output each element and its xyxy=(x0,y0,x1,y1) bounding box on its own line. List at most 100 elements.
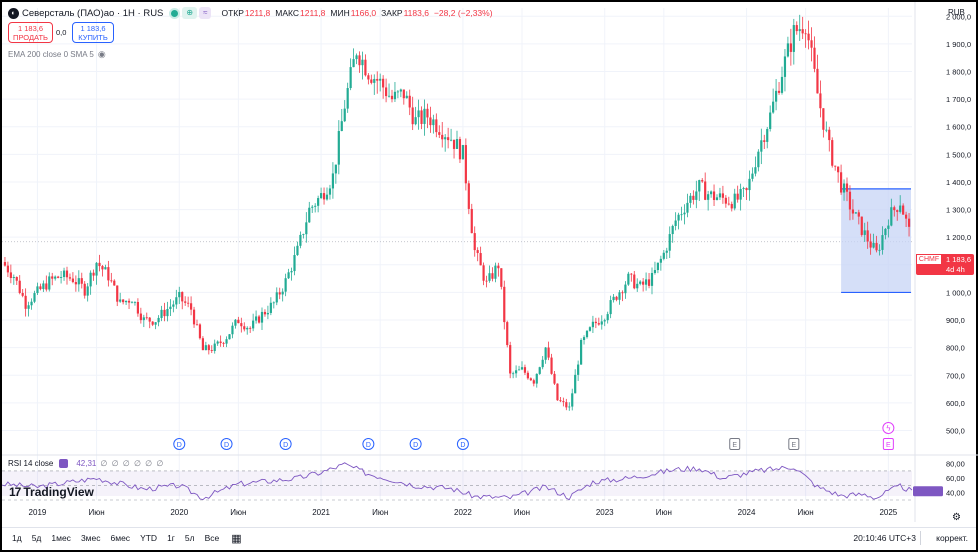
dividend-marker[interactable]: D xyxy=(173,438,186,450)
tf-6m[interactable]: 6мес xyxy=(110,533,131,543)
eye-icon[interactable]: ◉ xyxy=(97,49,106,59)
candle-body xyxy=(848,191,852,210)
candle-body xyxy=(367,75,370,80)
candle-body xyxy=(822,108,825,130)
candle-body xyxy=(500,268,503,287)
candle-body xyxy=(520,367,524,370)
candle-body xyxy=(231,325,234,335)
time-tick-label: Июн xyxy=(372,508,388,517)
candle-body xyxy=(92,272,95,276)
price-tick-label: 1 000,0 xyxy=(946,288,971,297)
tf-1m[interactable]: 1мес xyxy=(51,533,71,543)
candle-body xyxy=(680,214,683,216)
buy-label: КУПИТЬ xyxy=(78,33,108,42)
dividend-marker[interactable]: D xyxy=(456,438,469,450)
candle-body xyxy=(715,197,719,200)
indicator-legend[interactable]: EMA 200 close 0 SMA 5 ◉ xyxy=(8,49,106,60)
lightning-icon xyxy=(882,422,895,434)
clock[interactable]: 20:10:46 UTC+3 xyxy=(853,533,916,543)
rsi-legend[interactable]: RSI 14 close 42,31 ∅ ∅ ∅ ∅ ∅ ∅ xyxy=(8,459,164,468)
tf-3m[interactable]: 3мес xyxy=(80,533,101,543)
dividend-icon xyxy=(279,438,292,450)
candle-body xyxy=(828,129,831,141)
candle-body xyxy=(884,228,887,236)
candle-body xyxy=(606,314,609,321)
earnings-marker[interactable]: E xyxy=(729,438,741,450)
candle-body xyxy=(600,321,603,325)
candle-body xyxy=(296,245,299,256)
dividend-icon xyxy=(456,438,469,450)
candle-body xyxy=(485,280,488,282)
candle-body xyxy=(497,265,500,269)
candle-body xyxy=(314,205,317,207)
candle-body xyxy=(376,78,379,81)
dividend-marker[interactable]: D xyxy=(220,438,233,450)
symbol-title[interactable]: Северсталь (ПАО)ао · 1Н · RUS xyxy=(22,7,164,19)
candle-body xyxy=(707,194,710,200)
price-axis[interactable]: 2 000,0 1 900,0 1 800,0 1 700,0 1 600,0 1 500… xyxy=(914,2,971,522)
event-markers[interactable]: D D D D D D E E Eϟ xyxy=(173,422,895,450)
candle-body xyxy=(328,188,332,195)
buy-button[interactable]: 1 183,6 КУПИТЬ xyxy=(72,22,114,43)
candle-body xyxy=(299,234,302,246)
price-tick-label: 1 700,0 xyxy=(946,95,971,104)
price-tick-label: 1 300,0 xyxy=(946,206,971,215)
earnings-marker[interactable]: E xyxy=(788,438,800,450)
market-open-icon xyxy=(171,9,179,17)
candle-body xyxy=(358,55,361,66)
currency-label[interactable]: RUB xyxy=(948,8,965,17)
rsi-empty-values: ∅ ∅ ∅ ∅ ∅ ∅ xyxy=(100,459,165,468)
dividend-icon xyxy=(362,438,375,450)
candle-body xyxy=(633,274,636,289)
candle-body xyxy=(48,276,51,290)
tf-5y[interactable]: 5л xyxy=(184,533,195,543)
tf-1d[interactable]: 1д xyxy=(12,533,22,543)
sell-button[interactable]: 1 183,6 ПРОДАТЬ xyxy=(8,22,53,43)
adjust-button[interactable]: коррект. xyxy=(936,533,968,543)
rsi-line xyxy=(1,462,913,501)
marker-letter: D xyxy=(177,442,182,449)
candle-body xyxy=(207,345,210,351)
candle-body xyxy=(630,273,633,275)
candle-body xyxy=(113,280,116,286)
candle-body xyxy=(42,283,45,290)
candle-body xyxy=(763,140,766,142)
tf-1y[interactable]: 1г xyxy=(167,533,175,543)
dividend-marker[interactable]: D xyxy=(409,438,422,450)
tradingview-logo[interactable]: 17 TradingView xyxy=(9,485,94,499)
candle-body xyxy=(772,101,775,113)
time-axis[interactable]: 2019 Июн 2020 Июн 2021 Июн 2022 Июн 2023 Июн 2024 И… xyxy=(29,508,898,517)
marker-letter: E xyxy=(886,442,891,449)
candle-body xyxy=(3,262,7,266)
candle-body xyxy=(831,140,834,166)
candle-body xyxy=(582,337,586,341)
candle-body xyxy=(83,283,86,296)
tf-5d[interactable]: 5д xyxy=(31,533,42,543)
marker-letter: D xyxy=(224,442,229,449)
calendar-icon[interactable]: ▦ xyxy=(231,532,242,545)
candle-body xyxy=(151,321,154,325)
tf-all[interactable]: Все xyxy=(204,533,220,543)
tf-ytd[interactable]: YTD xyxy=(140,533,158,543)
candle-body xyxy=(559,400,562,402)
compare-button[interactable]: ⊕ xyxy=(182,7,198,19)
price-tick-label: 900,0 xyxy=(946,316,965,325)
wave-button[interactable]: ≈ xyxy=(199,7,212,19)
lightning-glyph: ϟ xyxy=(886,424,891,433)
earnings-icon xyxy=(729,438,741,450)
candle-body xyxy=(308,207,311,223)
candle-body xyxy=(101,266,104,270)
candle-body xyxy=(444,137,447,140)
candle-body xyxy=(305,222,308,235)
candle-body xyxy=(854,212,857,214)
candle-body xyxy=(659,258,662,263)
candle-body xyxy=(742,188,745,189)
candle-body xyxy=(470,208,473,234)
candle-body xyxy=(181,291,184,302)
earnings-marker[interactable]: Eϟ xyxy=(882,422,895,450)
dividend-marker[interactable]: D xyxy=(362,438,375,450)
price-tick-label: 600,0 xyxy=(946,399,965,408)
gear-icon[interactable]: ⚙ xyxy=(952,512,961,523)
dividend-marker[interactable]: D xyxy=(279,438,292,450)
